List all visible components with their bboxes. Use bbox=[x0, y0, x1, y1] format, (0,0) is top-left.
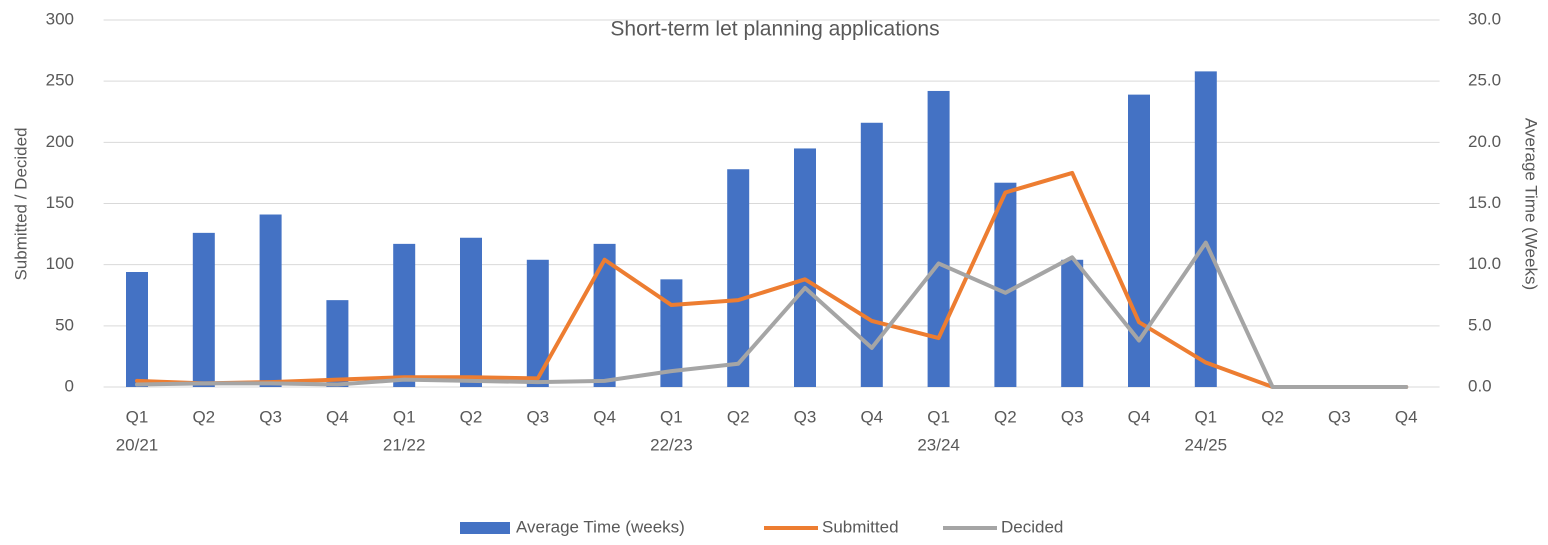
x-tick-label: Q4 bbox=[1128, 407, 1151, 426]
x-tick-label: Q2 bbox=[994, 407, 1017, 426]
bar bbox=[994, 182, 1017, 387]
bar bbox=[794, 148, 816, 387]
legend-label: Average Time (weeks) bbox=[516, 517, 685, 536]
bar bbox=[927, 90, 950, 387]
y2-tick-label: 20.0 bbox=[1468, 132, 1501, 151]
legend-swatch bbox=[460, 522, 510, 534]
y2-tick-label: 0.0 bbox=[1468, 376, 1492, 395]
x-tick-label: Q1 bbox=[1194, 407, 1217, 426]
chart-title: Short-term let planning applications bbox=[610, 18, 939, 41]
x-tick-label: Q2 bbox=[192, 407, 215, 426]
y-axis-title: Submitted / Decided bbox=[11, 127, 30, 280]
y2-axis-title: Average Time (Weeks) bbox=[1522, 118, 1541, 290]
bar bbox=[460, 237, 482, 387]
x-group-label: 20/21 bbox=[116, 435, 159, 454]
line bbox=[135, 170, 1409, 389]
x-tick-label: Q1 bbox=[660, 407, 683, 426]
x-tick-label: Q2 bbox=[727, 407, 750, 426]
legend-label: Decided bbox=[1001, 517, 1063, 536]
line bbox=[135, 240, 1409, 389]
bar bbox=[192, 232, 215, 387]
bar bbox=[1061, 259, 1084, 387]
x-group-label: 23/24 bbox=[917, 435, 960, 454]
x-tick-label: Q4 bbox=[1395, 407, 1418, 426]
x-tick-label: Q1 bbox=[126, 407, 149, 426]
bar bbox=[126, 272, 148, 387]
y-tick-label: 250 bbox=[46, 71, 74, 90]
y-tick-label: 50 bbox=[55, 315, 74, 334]
x-tick-label: Q1 bbox=[927, 407, 950, 426]
bar bbox=[326, 300, 349, 387]
bar bbox=[1194, 71, 1217, 387]
bar bbox=[1128, 94, 1150, 387]
x-tick-label: Q3 bbox=[526, 407, 549, 426]
x-tick-label: Q4 bbox=[860, 407, 883, 426]
x-tick-label: Q3 bbox=[794, 407, 817, 426]
y-tick-label: 200 bbox=[46, 132, 74, 151]
y-tick-label: 0 bbox=[65, 376, 74, 395]
bar bbox=[727, 169, 750, 387]
bar bbox=[259, 214, 282, 387]
x-tick-label: Q4 bbox=[326, 407, 349, 426]
legend-label: Submitted bbox=[822, 517, 899, 536]
bar bbox=[526, 259, 549, 387]
y2-tick-label: 10.0 bbox=[1468, 254, 1501, 273]
x-tick-label: Q1 bbox=[393, 407, 416, 426]
y2-tick-label: 25.0 bbox=[1468, 71, 1501, 90]
x-group-label: 21/22 bbox=[383, 435, 426, 454]
x-tick-label: Q2 bbox=[460, 407, 483, 426]
x-tick-label: Q3 bbox=[1328, 407, 1351, 426]
y2-tick-label: 15.0 bbox=[1468, 193, 1501, 212]
bar bbox=[393, 243, 416, 387]
y-tick-label: 300 bbox=[46, 9, 74, 28]
y2-tick-label: 30.0 bbox=[1468, 9, 1501, 28]
y-tick-label: 100 bbox=[46, 254, 74, 273]
x-group-label: 24/25 bbox=[1185, 435, 1228, 454]
x-tick-label: Q3 bbox=[259, 407, 282, 426]
x-tick-label: Q3 bbox=[1061, 407, 1084, 426]
bar bbox=[593, 243, 616, 387]
y-tick-label: 150 bbox=[46, 193, 74, 212]
x-tick-label: Q4 bbox=[593, 407, 616, 426]
y2-tick-label: 5.0 bbox=[1468, 315, 1492, 334]
x-tick-label: Q2 bbox=[1261, 407, 1284, 426]
x-group-label: 22/23 bbox=[650, 435, 693, 454]
